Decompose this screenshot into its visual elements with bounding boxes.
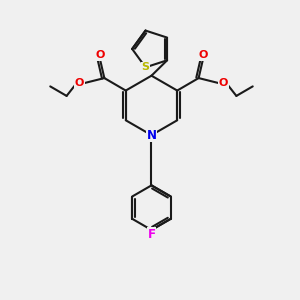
Text: O: O — [198, 50, 208, 60]
Text: O: O — [219, 78, 228, 88]
Text: S: S — [142, 62, 149, 72]
Text: O: O — [95, 50, 105, 60]
Text: O: O — [75, 78, 84, 88]
Text: N: N — [146, 129, 157, 142]
Text: F: F — [148, 228, 155, 241]
